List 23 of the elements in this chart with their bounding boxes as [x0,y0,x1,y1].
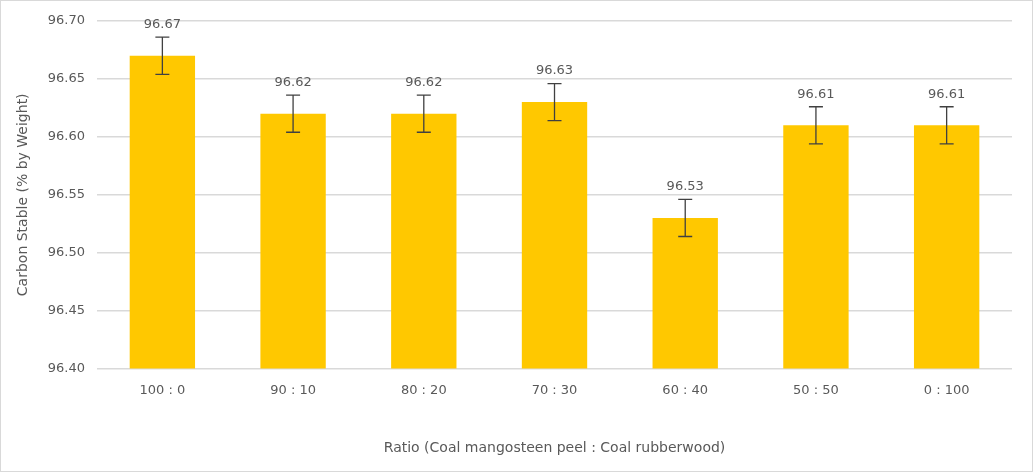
x-tick-label: 80 : 20 [400,381,447,397]
y-tick-label: 96.50 [47,244,86,260]
y-tick-label: 96.70 [47,12,86,28]
y-tick-label: 96.65 [47,70,86,86]
data-label: 96.53 [666,178,704,194]
y-axis-title: Carbon Stable (% by Weight) [14,93,31,297]
data-label: 96.67 [143,16,181,32]
data-label: 96.62 [405,74,443,90]
data-label: 96.63 [535,62,574,78]
y-tick-label: 96.60 [47,128,86,144]
data-label: 96.61 [928,85,966,101]
x-axis-title: Ratio (Coal mangosteen peel : Coal rubberwood) [383,439,726,456]
x-tick-label: 100 : 0 [139,381,186,397]
x-tick-label: 0 : 100 [923,381,970,397]
y-tick-label: 96.40 [47,359,86,375]
x-tick-label: 60 : 40 [662,381,709,397]
y-tick-label: 96.45 [47,302,86,318]
data-label: 96.62 [274,74,312,90]
x-tick-label: 90 : 10 [270,381,316,397]
x-tick-label: 50 : 50 [793,381,839,397]
x-tick-label: 70 : 30 [531,381,578,397]
y-tick-label: 96.55 [47,186,86,202]
data-label: 96.61 [797,85,835,101]
